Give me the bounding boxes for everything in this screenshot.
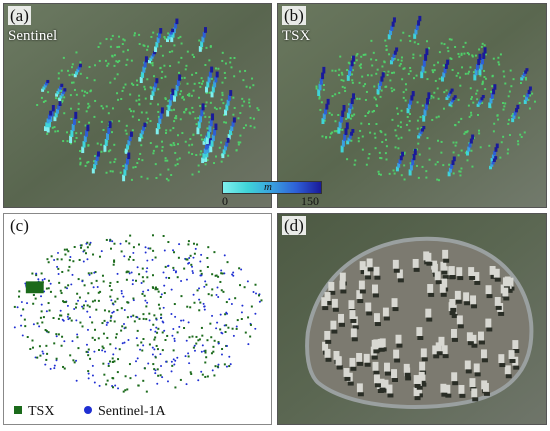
panel-sublabel: Sentinel bbox=[8, 28, 57, 45]
panel-letter: (d) bbox=[282, 216, 306, 235]
panel-b-tsx-map: (b) TSX bbox=[277, 3, 547, 208]
panel-c-point-comparison: (c) TSX Sentinel-1A bbox=[3, 213, 272, 425]
panel-d-optical-image: (d) bbox=[277, 213, 547, 425]
legend: TSX Sentinel-1A bbox=[14, 404, 166, 420]
height-colorbar bbox=[222, 181, 322, 194]
panel-letter: (c) bbox=[8, 216, 31, 235]
colorbar-unit: m bbox=[264, 181, 272, 194]
panel-sublabel: TSX bbox=[282, 28, 310, 45]
colorbar-min-label: 0 bbox=[222, 195, 228, 208]
tsx-marker bbox=[14, 406, 22, 414]
colorbar-max-label: 150 bbox=[301, 195, 319, 208]
tsx-point-cloud bbox=[278, 4, 546, 207]
scatter-comparison bbox=[4, 214, 271, 424]
optical-satellite-image bbox=[278, 214, 546, 424]
legend-sentinel-label: Sentinel-1A bbox=[98, 404, 166, 419]
panel-a-sentinel-map: (a) Sentinel bbox=[3, 3, 272, 208]
legend-tsx-label: TSX bbox=[28, 404, 54, 419]
sentinel-marker bbox=[84, 406, 92, 414]
panel-letter: (a) bbox=[8, 6, 31, 25]
panel-letter: (b) bbox=[282, 6, 306, 25]
